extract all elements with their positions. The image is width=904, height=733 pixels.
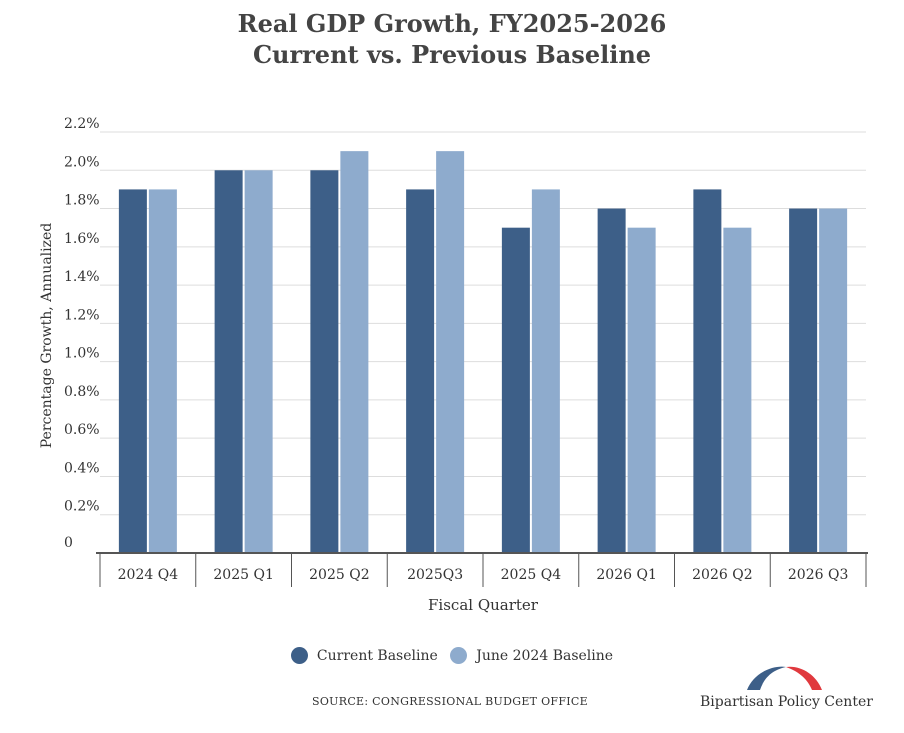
- logo-text: Bipartisan Policy Center: [700, 694, 873, 710]
- legend-label-current: Current Baseline: [316, 647, 438, 664]
- chart-title: Real GDP Growth, FY2025-2026 Current vs.…: [0, 8, 904, 70]
- y-tick-label: 2.0%: [64, 154, 100, 170]
- bar-june: [340, 151, 369, 554]
- y-tick-label: 1.0%: [64, 346, 100, 362]
- bar-june: [723, 227, 752, 553]
- bar-june: [819, 208, 848, 553]
- logo-arc-icon: [747, 666, 822, 690]
- bar-current: [693, 189, 722, 553]
- bar-current: [789, 208, 818, 553]
- x-tick-label: 2025 Q2: [309, 567, 369, 583]
- x-tick-label: 2026 Q2: [692, 567, 752, 583]
- bar-current: [406, 189, 435, 553]
- y-axis-title: Percentage Growth, Annualized: [39, 223, 55, 449]
- bpc-logo: Bipartisan Policy Center: [700, 662, 873, 722]
- y-tick-label: 0.2%: [64, 499, 100, 515]
- x-tick-label: 2026 Q3: [788, 567, 848, 583]
- bar-june: [436, 151, 465, 554]
- legend-swatch-june: [450, 647, 468, 664]
- bar-current: [597, 208, 626, 553]
- x-tick-label: 2024 Q4: [118, 567, 179, 583]
- y-tick-label: 2.2%: [64, 116, 100, 132]
- y-tick-label: 0.4%: [64, 460, 100, 476]
- bar-current: [310, 170, 339, 554]
- x-tick-label: 2025Q3: [407, 567, 463, 583]
- y-tick-label: 0.8%: [64, 384, 100, 400]
- legend-item-june: June 2024 Baseline: [450, 647, 613, 664]
- y-tick-label: 0.6%: [64, 422, 100, 438]
- x-tick-label: 2026 Q1: [596, 567, 656, 583]
- bar-june: [627, 227, 656, 553]
- legend-swatch-current: [290, 647, 308, 664]
- bar-current: [501, 227, 530, 553]
- bar-current: [118, 189, 147, 553]
- x-tick-label: 2025 Q1: [213, 567, 273, 583]
- bar-june: [148, 189, 177, 553]
- chart-subtitle: Current vs. Previous Baseline: [252, 40, 652, 69]
- y-tick-label: 1.2%: [64, 307, 100, 323]
- y-tick-label: 1.8%: [64, 193, 100, 209]
- bar-june: [244, 170, 273, 554]
- legend-label-june: June 2024 Baseline: [476, 647, 614, 664]
- bar-chart: 0 0.2% 0.4% 0.6% 0.8% 1.0% 1.2% 1.4% 1.6% 1.8% 2.0…: [39, 116, 868, 614]
- legend: Current Baseline June 2024 Baseline: [0, 647, 904, 668]
- legend-item-current: Current Baseline: [290, 647, 438, 664]
- y-tick-label: 1.4%: [64, 269, 100, 285]
- y-tick-label: 0: [64, 535, 73, 551]
- chart-title-line1: Real GDP Growth, FY2025-2026: [237, 9, 667, 38]
- x-axis-title: Fiscal Quarter: [428, 596, 539, 614]
- x-tick-label: 2025 Q4: [501, 567, 562, 583]
- y-tick-label: 1.6%: [64, 231, 100, 247]
- bar-june: [531, 189, 560, 553]
- bar-current: [214, 170, 243, 554]
- source-note: SOURCE: CONGRESSIONAL BUDGET OFFICE: [312, 695, 588, 708]
